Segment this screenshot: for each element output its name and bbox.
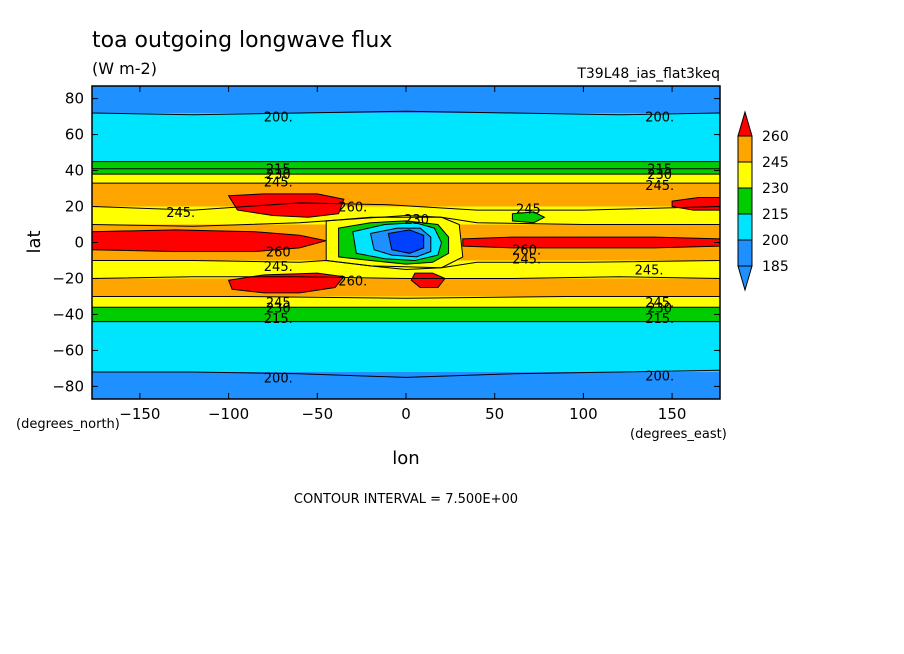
contour-label-1: 200. <box>645 111 674 126</box>
x-axis-label: lon <box>392 448 419 469</box>
contour-line-6 <box>91 216 720 227</box>
contour-label-3: 230 <box>266 168 291 183</box>
band-1 <box>92 112 720 162</box>
contour-label-24: 200. <box>264 371 293 386</box>
region-2 <box>227 193 345 218</box>
colorbar-swatch <box>737 213 753 241</box>
contour-label-16: 245. <box>635 263 664 278</box>
y-tick-label: 60 <box>65 126 84 144</box>
colorbar-level-label: 230 <box>762 181 789 197</box>
contour-line-0 <box>91 110 721 116</box>
contour-line-7 <box>92 259 721 269</box>
contour-label-0: 200. <box>264 111 293 126</box>
colorbar-swatch <box>737 135 753 163</box>
band-11 <box>92 321 720 373</box>
x-units-label: (degrees_east) <box>630 427 727 442</box>
y-tick-label: −60 <box>52 341 84 359</box>
contour-label-5: 215 <box>647 163 672 178</box>
contour-label-22: 230 <box>647 301 672 316</box>
contour-label-7: 245. <box>645 179 674 194</box>
run-label: T39L48_ias_flat3keq <box>576 66 720 82</box>
contour-label-2: 215 <box>266 163 291 178</box>
x-tick-label: 100 <box>569 405 598 423</box>
y-tick-label: −40 <box>52 305 84 323</box>
y-tick-label: 80 <box>65 90 84 108</box>
contour-label-12: 260 <box>266 245 291 260</box>
band-3 <box>92 174 720 184</box>
x-tick-label: −50 <box>301 405 333 423</box>
region-3 <box>227 272 345 294</box>
band-2 <box>92 161 720 175</box>
colorbar-swatch <box>737 239 753 267</box>
y-tick-label: 40 <box>65 162 84 180</box>
contour-line-12 <box>92 369 721 378</box>
contour-label-9: 260. <box>338 201 367 216</box>
x-axis: −150 −100 −50 0 50 100 150 <box>119 86 686 423</box>
colorbar-level-label: 245 <box>762 155 789 171</box>
contour-label-23: 215. <box>645 312 674 327</box>
colorbar-level-label: 215 <box>762 207 789 223</box>
contour-label-21: 245. <box>645 296 674 311</box>
chart-subtitle: (W m-2) <box>92 59 157 78</box>
x-tick-label: −150 <box>119 405 160 423</box>
x-tick-label: 150 <box>658 405 687 423</box>
contour-label-17: 260. <box>338 274 367 289</box>
contour-lines <box>91 110 721 378</box>
y-axis-label: lat <box>24 230 45 253</box>
contour-label-19: 230 <box>266 301 291 316</box>
region-0 <box>91 229 327 252</box>
y-tick-label: −20 <box>52 269 84 287</box>
contour-label-10: 230 <box>404 213 429 228</box>
y-tick-label: 20 <box>65 198 84 216</box>
colorbar-level-label: 185 <box>762 259 789 275</box>
x-tick-label: 50 <box>485 405 504 423</box>
chart-title: toa outgoing longwave flux <box>92 28 392 53</box>
x-tick-label: 0 <box>401 405 411 423</box>
x-tick-label: −100 <box>208 405 249 423</box>
contour-line-8 <box>91 276 721 279</box>
contour-interval-label: CONTOUR INTERVAL = 7.500E+00 <box>294 492 518 507</box>
contour-label-18: 245 <box>266 296 291 311</box>
band-10 <box>92 307 720 322</box>
region-11 <box>387 229 425 254</box>
region-6 <box>511 211 546 224</box>
band-4 <box>92 183 720 207</box>
contour-label-25: 200. <box>645 370 674 385</box>
contour-line-5 <box>91 202 721 211</box>
contour-label-4: 245. <box>264 175 293 190</box>
contour-regions <box>91 193 721 294</box>
contour-label-15: 245. <box>512 253 541 268</box>
colorbar-level-label: 260 <box>762 129 789 145</box>
y-tick-label: 0 <box>74 234 84 252</box>
band-8 <box>92 278 720 297</box>
colorbar-under-arrow <box>737 265 753 292</box>
contour-label-11: 245 <box>516 202 541 217</box>
region-1 <box>462 236 721 249</box>
contour-label-6: 230 <box>647 168 672 183</box>
contour-label-13: 245. <box>264 260 293 275</box>
colorbar-swatch <box>737 187 753 215</box>
band-9 <box>92 296 720 308</box>
colorbar: 260 245 230 215 200 185 <box>737 110 789 292</box>
contour-label-8: 245. <box>166 206 195 221</box>
colorbar-swatch <box>737 161 753 189</box>
region-4 <box>410 272 446 288</box>
contour-label-20: 215. <box>264 312 293 327</box>
y-tick-label: −80 <box>52 377 84 395</box>
y-axis: −80 −60 −40 −20 0 20 40 60 80 <box>52 90 720 395</box>
contour-label-14: 260. <box>512 244 541 259</box>
y-units-label: (degrees_north) <box>16 417 120 432</box>
colorbar-over-arrow <box>737 110 753 137</box>
contour-line-9 <box>92 296 720 299</box>
colorbar-level-label: 200 <box>762 233 789 249</box>
